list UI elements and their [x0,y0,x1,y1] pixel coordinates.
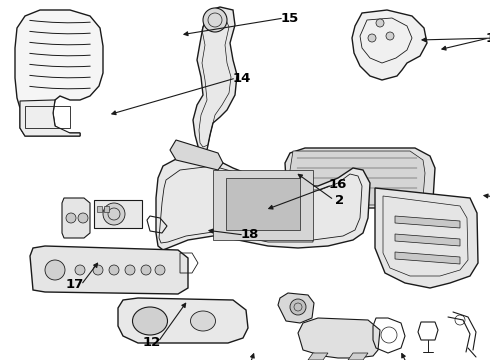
Circle shape [109,265,119,275]
Circle shape [386,32,394,40]
Polygon shape [30,246,188,294]
Polygon shape [352,10,427,80]
Circle shape [125,265,135,275]
Polygon shape [285,148,435,208]
Polygon shape [226,178,300,230]
Polygon shape [395,234,460,246]
Circle shape [290,299,306,315]
Polygon shape [395,252,460,264]
Polygon shape [278,293,314,323]
Text: 18: 18 [241,229,259,242]
Polygon shape [118,298,248,343]
Text: 12: 12 [143,336,161,348]
Text: 15: 15 [281,12,299,24]
Polygon shape [97,206,102,212]
Circle shape [203,8,227,32]
Polygon shape [298,318,380,358]
Polygon shape [94,200,142,228]
Polygon shape [20,100,80,136]
Circle shape [66,213,76,223]
Circle shape [155,265,165,275]
Ellipse shape [191,311,216,331]
Polygon shape [395,216,460,228]
Circle shape [141,312,159,330]
Ellipse shape [132,307,168,335]
Polygon shape [348,353,368,360]
Circle shape [78,213,88,223]
Polygon shape [288,151,425,205]
Polygon shape [375,188,478,288]
Polygon shape [62,198,90,238]
Polygon shape [213,170,313,240]
Text: 14: 14 [233,72,251,85]
Text: 16: 16 [329,179,347,192]
Text: 2: 2 [336,194,344,207]
Circle shape [93,265,103,275]
Circle shape [141,265,151,275]
Circle shape [376,19,384,27]
Polygon shape [15,10,103,136]
Circle shape [103,203,125,225]
Text: 11: 11 [486,31,490,45]
Polygon shape [308,353,328,360]
Polygon shape [156,158,370,250]
Polygon shape [104,206,109,212]
Circle shape [45,260,65,280]
Polygon shape [193,7,237,153]
Circle shape [368,34,376,42]
Text: 17: 17 [66,279,84,292]
Circle shape [75,265,85,275]
Polygon shape [170,140,223,170]
